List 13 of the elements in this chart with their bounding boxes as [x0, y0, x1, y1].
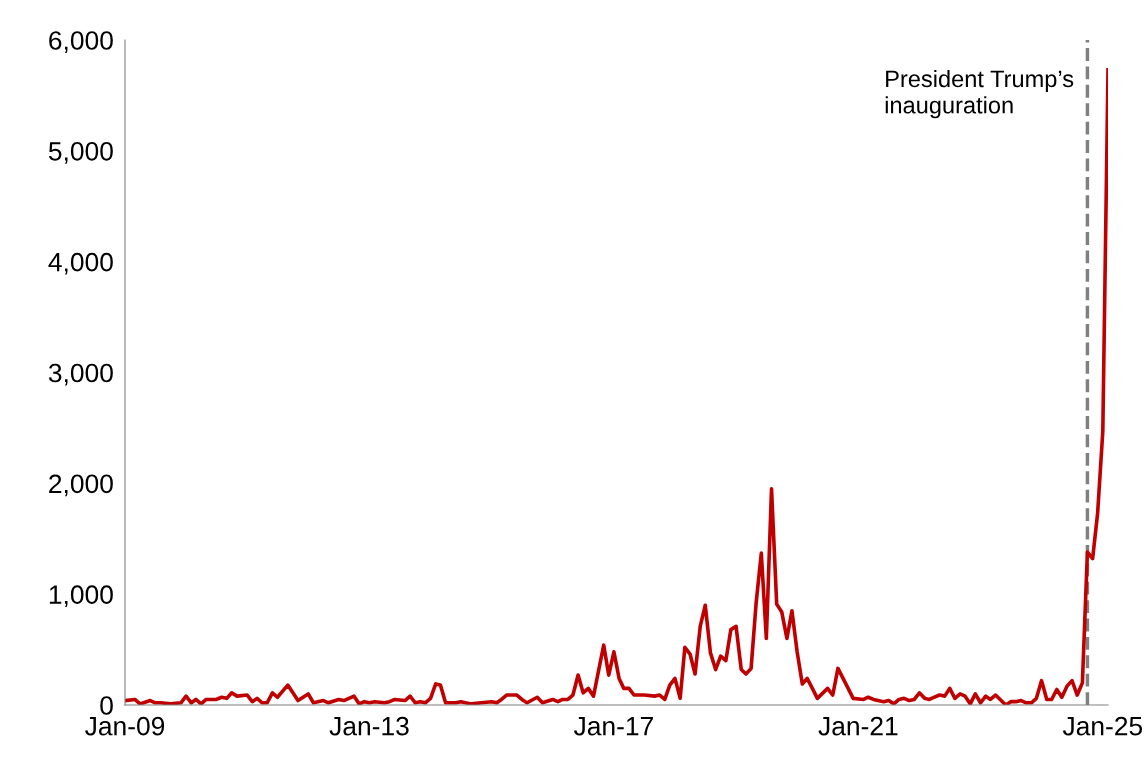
x-tick-label: Jan-13	[329, 716, 409, 736]
y-tick-label: 6,000	[49, 31, 113, 53]
ref-line-label: President Trump’s inauguration	[885, 69, 1074, 119]
x-tick-label: Jan-25	[1062, 716, 1143, 736]
y-tick-label: 0	[100, 696, 113, 715]
y-tick-label: 3,000	[48, 363, 113, 386]
y-tick-label: 5,000	[48, 141, 113, 164]
x-tick-label: Jan-09	[85, 716, 165, 736]
y-tick-label: 4,000	[48, 252, 113, 275]
y-tick-label: 1,000	[49, 585, 113, 608]
y-tick-label: 2,000	[49, 474, 113, 497]
x-tick-label: Jan-21	[818, 716, 898, 736]
x-tick-label: Jan-17	[573, 717, 653, 736]
